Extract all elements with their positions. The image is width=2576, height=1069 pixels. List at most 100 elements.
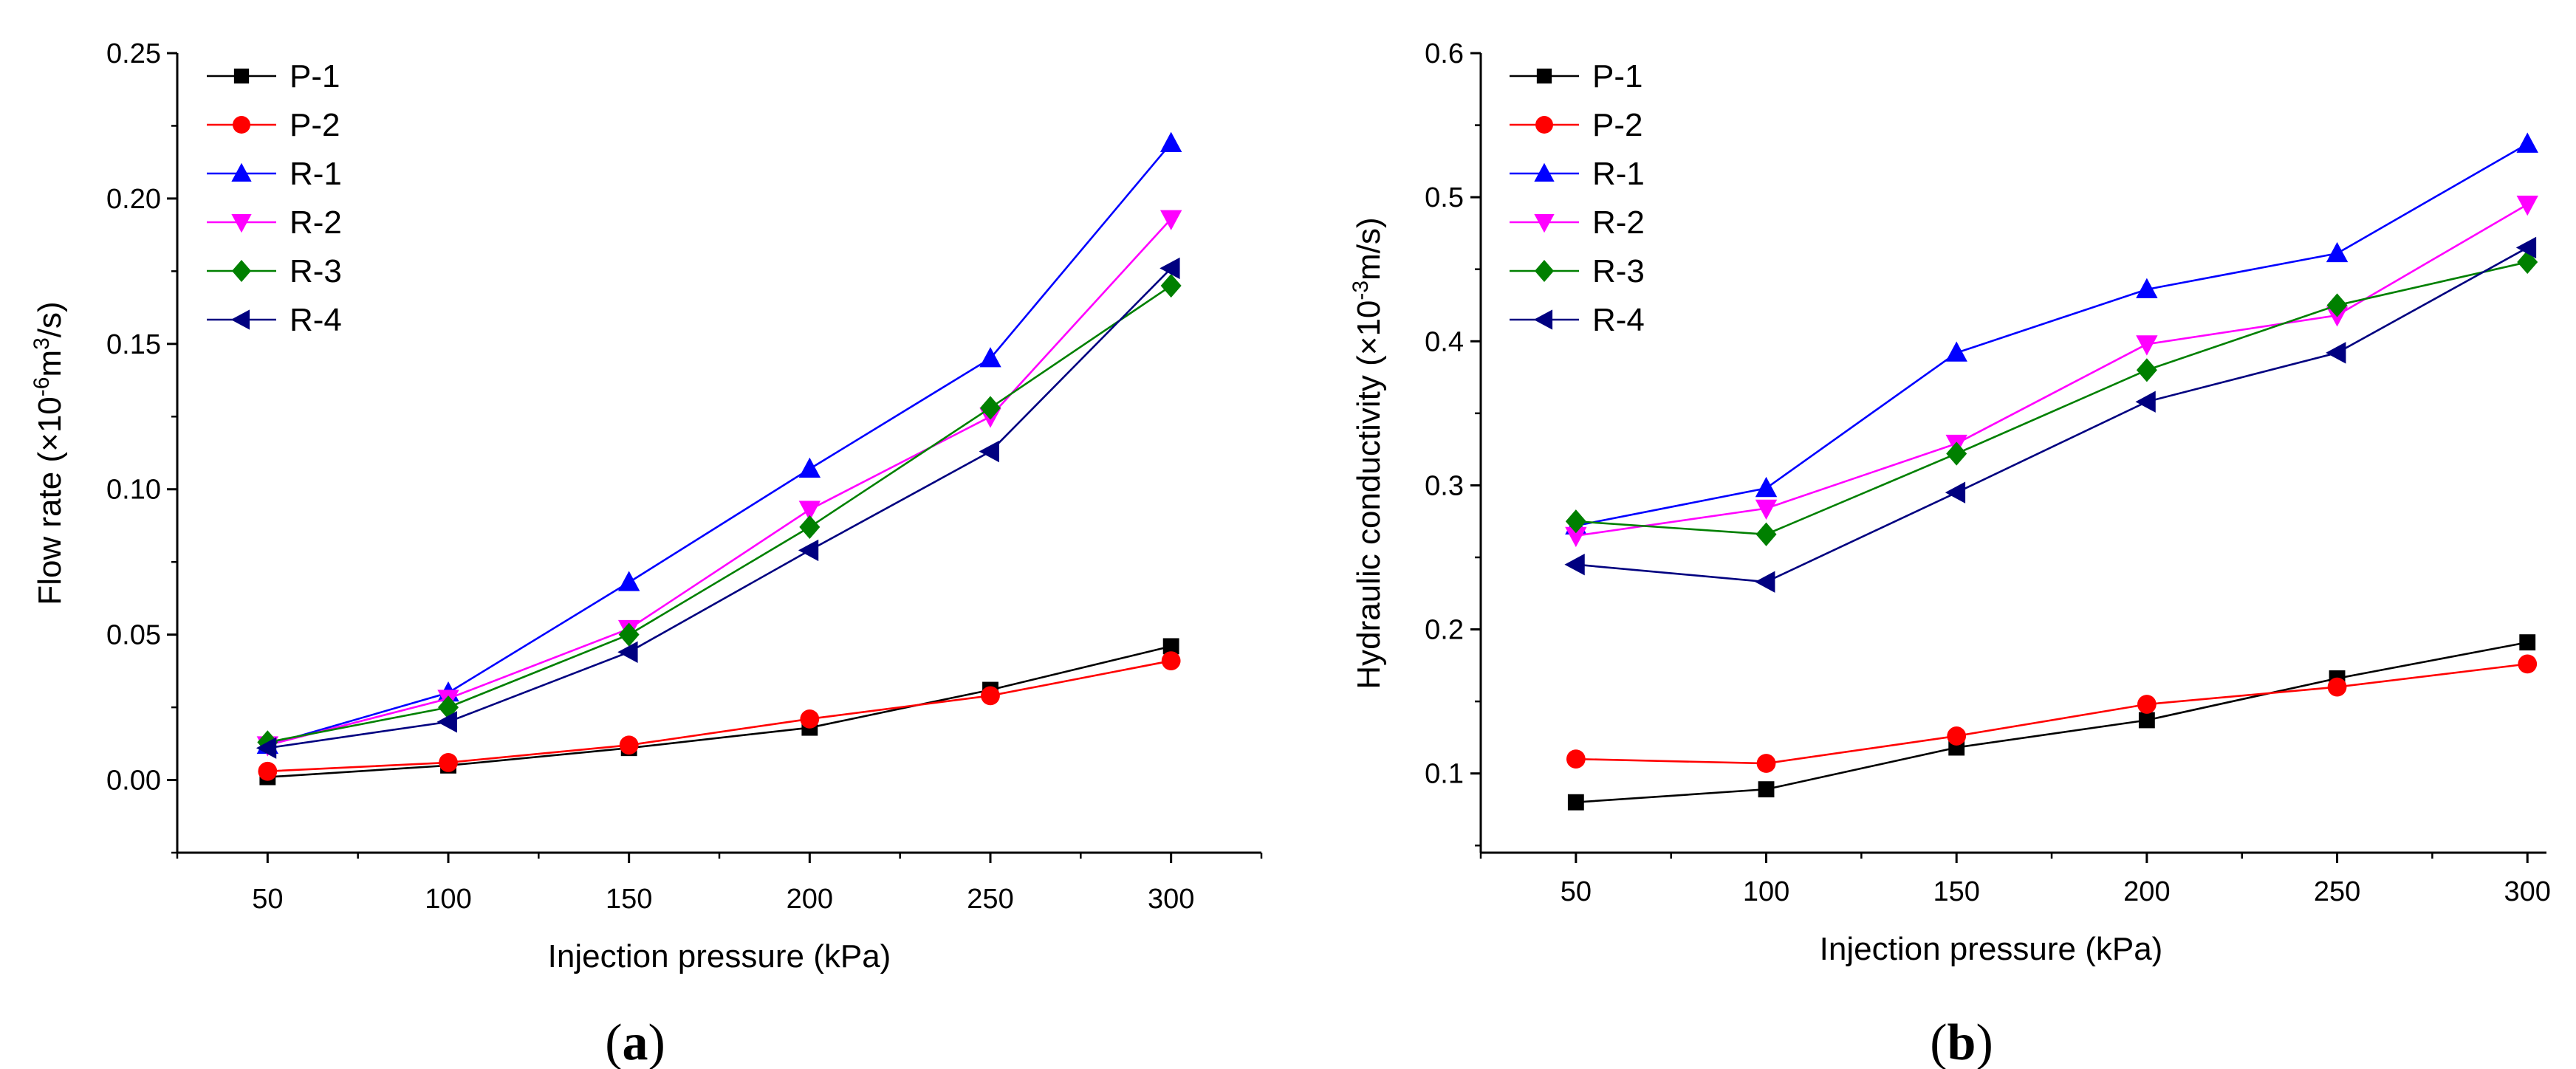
legend-label: R-1	[1592, 156, 1645, 192]
data-point	[2326, 241, 2349, 263]
legend-label: R-4	[290, 302, 342, 338]
series-R-2	[256, 210, 1182, 757]
legend-marker	[230, 309, 250, 330]
data-point	[2518, 654, 2538, 674]
series-P-2	[258, 651, 1181, 781]
series-R-1	[256, 131, 1182, 755]
data-point	[2326, 293, 2348, 317]
legend-label: P-1	[1592, 58, 1642, 94]
data-point	[438, 695, 459, 720]
data-point	[1946, 441, 1967, 466]
legend-marker	[232, 260, 251, 282]
data-point	[1161, 651, 1181, 670]
x-tick-label: 100	[425, 884, 471, 915]
data-point	[2516, 195, 2538, 216]
data-point	[980, 396, 1001, 420]
legend-marker	[1536, 68, 1552, 84]
legend-marker	[1534, 213, 1555, 233]
data-point	[2515, 236, 2537, 259]
data-point	[1756, 754, 1776, 773]
legend-label: R-1	[290, 156, 342, 192]
data-point	[1159, 131, 1182, 152]
data-point	[1945, 481, 1966, 503]
y-tick-label: 0.00	[106, 766, 161, 797]
data-point	[798, 457, 821, 478]
data-point	[2519, 634, 2536, 651]
data-point	[1755, 499, 1778, 520]
data-point	[258, 761, 278, 781]
legend-label: P-2	[290, 107, 340, 143]
series-line	[267, 218, 1172, 746]
x-tick-label: 150	[1933, 876, 1979, 907]
data-point	[1755, 522, 1777, 546]
data-point	[1945, 341, 1967, 362]
y-tick-label: 0.5	[1425, 182, 1464, 213]
series-R-3	[257, 273, 1182, 755]
data-point	[2138, 712, 2155, 729]
panel-caption: (a)	[605, 1014, 665, 1069]
data-point	[2136, 335, 2158, 356]
series-P-2	[1566, 654, 2538, 773]
data-point	[256, 737, 277, 759]
legend-label: P-1	[290, 58, 340, 94]
series-line	[1575, 641, 2528, 803]
series-R-3	[1565, 250, 2538, 546]
data-point	[799, 515, 821, 540]
x-axis-label: Injection pressure (kPa)	[548, 938, 891, 975]
legend-label: P-2	[1592, 107, 1642, 143]
data-point	[1566, 749, 1586, 769]
data-point	[617, 571, 640, 591]
series-line	[267, 267, 1172, 749]
data-point	[1160, 273, 1182, 298]
data-point	[1564, 554, 1585, 576]
legend-label: R-3	[1592, 253, 1645, 289]
series-R-2	[1565, 195, 2538, 548]
legend: P-1 P-2 R-1 R-2 R-3 R-4	[1510, 58, 1645, 338]
series-R-1	[1565, 132, 2538, 534]
legend-label: R-2	[290, 204, 342, 241]
y-tick-label: 0.6	[1425, 38, 1464, 69]
data-point	[2327, 677, 2347, 697]
data-point	[2136, 358, 2157, 382]
y-tick-label: 0.15	[106, 329, 161, 360]
chart-a-flow-rate: 50 100 150 200 250 300 0.00 0.05 0.10 0.15 0.20 0.2…	[30, 38, 1263, 1069]
y-tick-label: 0.4	[1425, 326, 1464, 357]
y-axis-label: Hydraulic conductivity (×10-3m/s)	[1349, 217, 1388, 689]
data-point	[2135, 391, 2156, 413]
legend-label: R-2	[1592, 204, 1645, 241]
series-R-4	[256, 257, 1180, 759]
data-point	[619, 735, 639, 755]
series-R-4	[1564, 236, 2537, 593]
series-line	[1575, 247, 2528, 583]
legend-marker	[1533, 309, 1553, 330]
data-point	[2136, 278, 2158, 298]
series-line	[267, 645, 1171, 778]
y-tick-label: 0.10	[106, 475, 161, 506]
data-point	[2326, 342, 2346, 364]
data-point	[1159, 210, 1182, 230]
series-line	[267, 284, 1172, 743]
legend: P-1 P-2 R-1 R-2 R-3 R-4	[207, 58, 342, 338]
series-line	[267, 142, 1172, 746]
y-axis-label: Flow rate (×10-6m3/s)	[30, 301, 69, 605]
y-tick-label: 0.3	[1425, 470, 1464, 501]
series-line	[1575, 203, 2528, 537]
x-tick-label: 50	[1561, 876, 1592, 907]
series-P-1	[1567, 634, 2536, 811]
y-tick-label: 0.05	[106, 620, 161, 651]
x-tick-label: 250	[967, 884, 1013, 915]
y-tick-label: 0.20	[106, 184, 161, 215]
x-tick-label: 150	[606, 884, 652, 915]
legend-marker	[233, 68, 250, 84]
legend-marker	[231, 162, 252, 182]
x-tick-label: 250	[2314, 876, 2360, 907]
data-point	[439, 753, 458, 772]
x-tick-label: 300	[2504, 876, 2551, 907]
data-point	[798, 501, 821, 521]
x-tick-label: 200	[787, 884, 833, 915]
series-line	[1575, 142, 2528, 527]
data-point	[979, 440, 999, 463]
data-point	[617, 641, 638, 663]
legend-marker	[231, 213, 252, 233]
